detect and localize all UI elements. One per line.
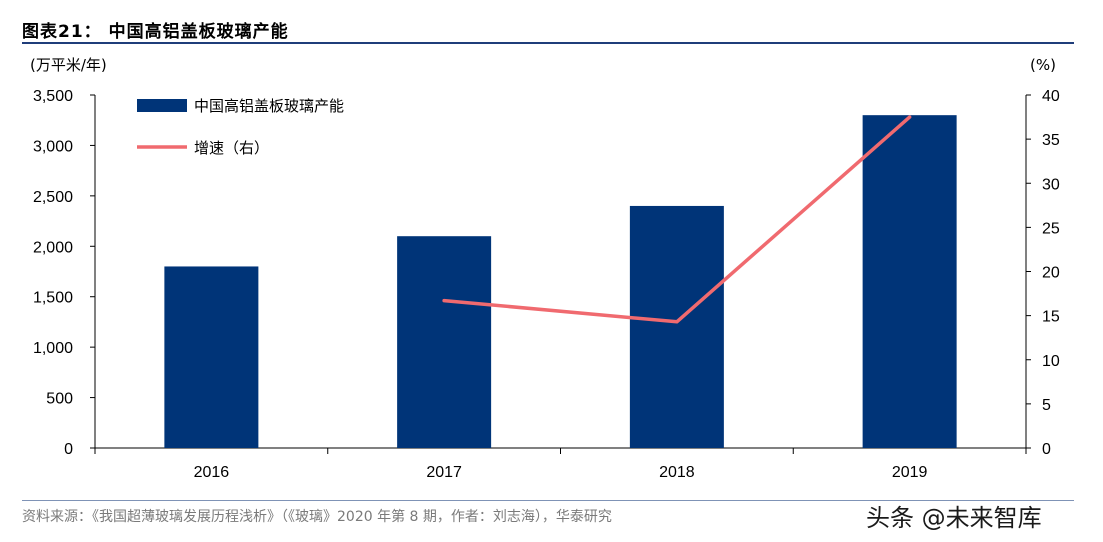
y-right-tick-label: 40 <box>1042 88 1060 105</box>
bar-2018 <box>629 205 724 448</box>
legend-label-bar: 中国高铝盖板玻璃产能 <box>194 97 344 115</box>
bar-2019 <box>862 115 957 449</box>
growth-point-2019 <box>909 116 911 118</box>
y-axis-left-unit: (万平米/年) <box>30 56 107 74</box>
legend-swatch-bar <box>137 99 187 112</box>
x-tick-label: 2016 <box>194 464 230 481</box>
y-left-tick-label: 0 <box>64 441 73 458</box>
y-left-tick-label: 2,000 <box>33 239 73 256</box>
growth-point-2018 <box>676 321 678 323</box>
y-axis-right-unit: (%) <box>1030 56 1056 74</box>
source-rule <box>22 500 1074 501</box>
legend-label-line: 增速（右） <box>194 139 269 157</box>
growth-point-2017 <box>443 300 445 302</box>
x-tick-label: 2017 <box>426 464 462 481</box>
y-right-tick-label: 15 <box>1042 309 1060 326</box>
y-right-tick-label: 35 <box>1042 132 1060 149</box>
bar-2017 <box>397 236 492 448</box>
x-tick-label: 2018 <box>659 464 695 481</box>
watermark: 头条 @未来智库 <box>866 504 1042 532</box>
y-right-tick-label: 0 <box>1042 441 1051 458</box>
y-left-tick-label: 2,500 <box>33 189 73 206</box>
bars-layer <box>164 115 957 449</box>
y-left-tick-label: 3,500 <box>33 88 73 105</box>
y-right-tick-label: 10 <box>1042 353 1060 370</box>
title-rule <box>22 42 1074 44</box>
x-tick-label: 2019 <box>892 464 928 481</box>
y-left-tick-label: 3,000 <box>33 138 73 155</box>
source-note: 资料来源：《我国超薄玻璃发展历程浅析》（《玻璃》2020 年第 8 期，作者：刘… <box>22 509 612 525</box>
line-layer <box>442 115 912 324</box>
y-right-tick-label: 25 <box>1042 220 1060 237</box>
y-left-tick-label: 1,500 <box>33 290 73 307</box>
y-left-tick-label: 500 <box>46 391 73 408</box>
y-left-tick-label: 1,000 <box>33 340 73 357</box>
y-right-tick-label: 20 <box>1042 265 1060 282</box>
y-right-tick-label: 30 <box>1042 176 1060 193</box>
chart-canvas: (万平米/年) (%) 0 500 1,000 1,500 2,000 2,500 3,000 3… <box>30 56 1060 481</box>
y-right-tick-label: 5 <box>1042 397 1051 414</box>
axes-layer: (万平米/年) (%) 0 500 1,000 1,500 2,000 2,500 3,000 3… <box>30 56 1060 481</box>
figure-title: 图表21： 中国高铝盖板玻璃产能 <box>22 22 289 42</box>
bar-2016 <box>164 266 259 448</box>
